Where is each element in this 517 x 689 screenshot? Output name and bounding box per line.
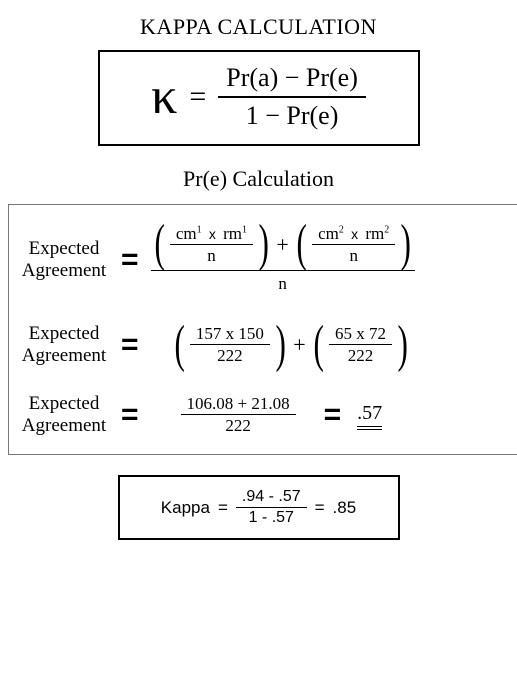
equals-sign: =	[121, 398, 139, 432]
pre-calculation-box: ExpectedAgreement = ( cm1 x rm1 n ) + ( …	[8, 204, 517, 455]
row2-term1: 157 x 150 222	[190, 323, 270, 366]
expected-row-3: ExpectedAgreement = 106.08 + 21.08 222 =…	[19, 393, 514, 437]
kappa-symbol: κ	[151, 71, 177, 123]
equals-sign: =	[121, 328, 139, 362]
equals-sign: =	[315, 498, 325, 518]
kappa-numerator: Pr(a) − Pr(e)	[218, 60, 366, 96]
kappa-fraction: Pr(a) − Pr(e) 1 − Pr(e)	[218, 60, 366, 134]
kappa-denominator: 1 − Pr(e)	[238, 98, 347, 134]
final-kappa-box: Kappa = .94 - .57 1 - .57 = .85	[118, 475, 400, 540]
final-label: Kappa	[161, 498, 210, 518]
equals-sign: =	[121, 243, 139, 277]
row1-term1: cm1 x rm1 n	[170, 223, 253, 266]
row1-outer-den: n	[278, 271, 287, 297]
equals-sign: =	[324, 398, 342, 432]
row1-outer-fraction: ( cm1 x rm1 n ) + ( cm2 x rm2 n ) n	[151, 223, 415, 297]
equals-sign: =	[189, 82, 206, 112]
expected-row-2: ExpectedAgreement = ( 157 x 150 222 ) + …	[19, 323, 514, 367]
page-title: KAPPA CALCULATION	[8, 14, 509, 40]
row2-term2: 65 x 72 222	[329, 323, 392, 366]
equals-sign: =	[218, 498, 228, 518]
final-result: .85	[333, 498, 357, 518]
row3-fraction: 106.08 + 21.08 222	[181, 393, 296, 436]
kappa-formula-box: κ = Pr(a) − Pr(e) 1 − Pr(e)	[98, 50, 420, 146]
row1-term2: cm2 x rm2 n	[312, 223, 395, 266]
expected-row-1: ExpectedAgreement = ( cm1 x rm1 n ) + ( …	[19, 223, 514, 297]
final-fraction: .94 - .57 1 - .57	[236, 487, 307, 528]
expected-label: ExpectedAgreement	[19, 238, 109, 282]
expected-label: ExpectedAgreement	[19, 393, 109, 437]
pre-subtitle: Pr(e) Calculation	[8, 166, 509, 192]
expected-label: ExpectedAgreement	[19, 323, 109, 367]
row3-result: .57	[357, 402, 382, 427]
